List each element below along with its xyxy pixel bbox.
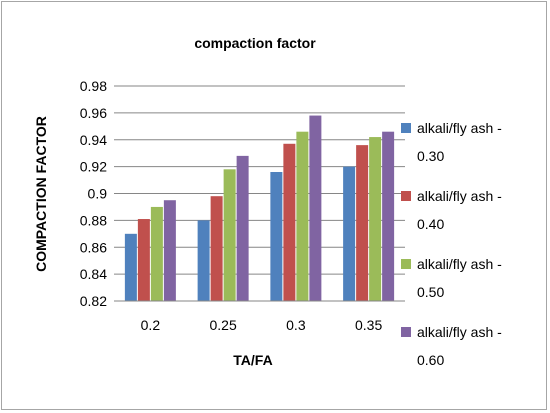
legend-label-value: 0.60 <box>417 352 444 368</box>
bar-series2-0.25 <box>210 196 223 301</box>
y-tick-labels: 0.82 0.84 0.86 0.88 0.9 0.92 0.94 0.96 0.98 <box>80 78 107 309</box>
legend-label: alkali/fly ash - <box>417 324 502 340</box>
legend-label-value: 0.40 <box>417 216 444 232</box>
legend-swatch <box>401 191 411 201</box>
bar-series3-0.3 <box>296 131 309 301</box>
y-tick-label: 0.88 <box>80 212 107 228</box>
bars <box>124 115 395 301</box>
y-tick-label: 0.92 <box>80 159 107 175</box>
x-tick-label: 0.2 <box>141 317 161 333</box>
x-axis-label: TA/FA <box>233 352 272 368</box>
x-tick-label: 0.25 <box>210 317 237 333</box>
bar-series3-0.2 <box>150 206 163 301</box>
chart-title: compaction factor <box>194 35 316 51</box>
bar-series1-0.2 <box>124 233 137 301</box>
y-axis-label: COMPACTION FACTOR <box>33 116 49 272</box>
legend-label: alkali/fly ash - <box>417 256 502 272</box>
bar-series4-0.3 <box>309 115 322 301</box>
legend: alkali/fly ash - 0.30 alkali/fly ash - 0.40… <box>401 120 502 368</box>
y-tick-label: 0.84 <box>80 266 107 282</box>
legend-swatch <box>401 327 411 337</box>
y-tick-label: 0.9 <box>88 186 108 202</box>
y-tick-label: 0.98 <box>80 78 107 94</box>
legend-swatch <box>401 123 411 133</box>
bar-series4-0.35 <box>382 131 395 301</box>
legend-label-value: 0.30 <box>417 148 444 164</box>
bar-series4-0.2 <box>163 200 176 301</box>
bar-series3-0.35 <box>369 137 382 301</box>
x-tick-labels: 0.2 0.25 0.3 0.35 <box>141 317 383 333</box>
legend-swatch <box>401 259 411 269</box>
legend-label: alkali/fly ash - <box>417 188 502 204</box>
y-tick-label: 0.82 <box>80 293 107 309</box>
legend-label-value: 0.50 <box>417 284 444 300</box>
y-tick-label: 0.86 <box>80 239 107 255</box>
bar-series4-0.25 <box>236 155 249 301</box>
bar-series1-0.35 <box>343 166 356 301</box>
x-tick-label: 0.35 <box>355 317 382 333</box>
bar-series2-0.3 <box>283 143 296 301</box>
y-tick-label: 0.94 <box>80 132 107 148</box>
y-tick-label: 0.96 <box>80 105 107 121</box>
bar-series2-0.2 <box>137 219 150 301</box>
bar-series1-0.3 <box>270 172 283 301</box>
x-tick-label: 0.3 <box>286 317 306 333</box>
bar-series2-0.35 <box>356 145 369 301</box>
bar-series1-0.25 <box>197 220 210 301</box>
legend-label: alkali/fly ash - <box>417 120 502 136</box>
bar-series3-0.25 <box>223 169 236 301</box>
